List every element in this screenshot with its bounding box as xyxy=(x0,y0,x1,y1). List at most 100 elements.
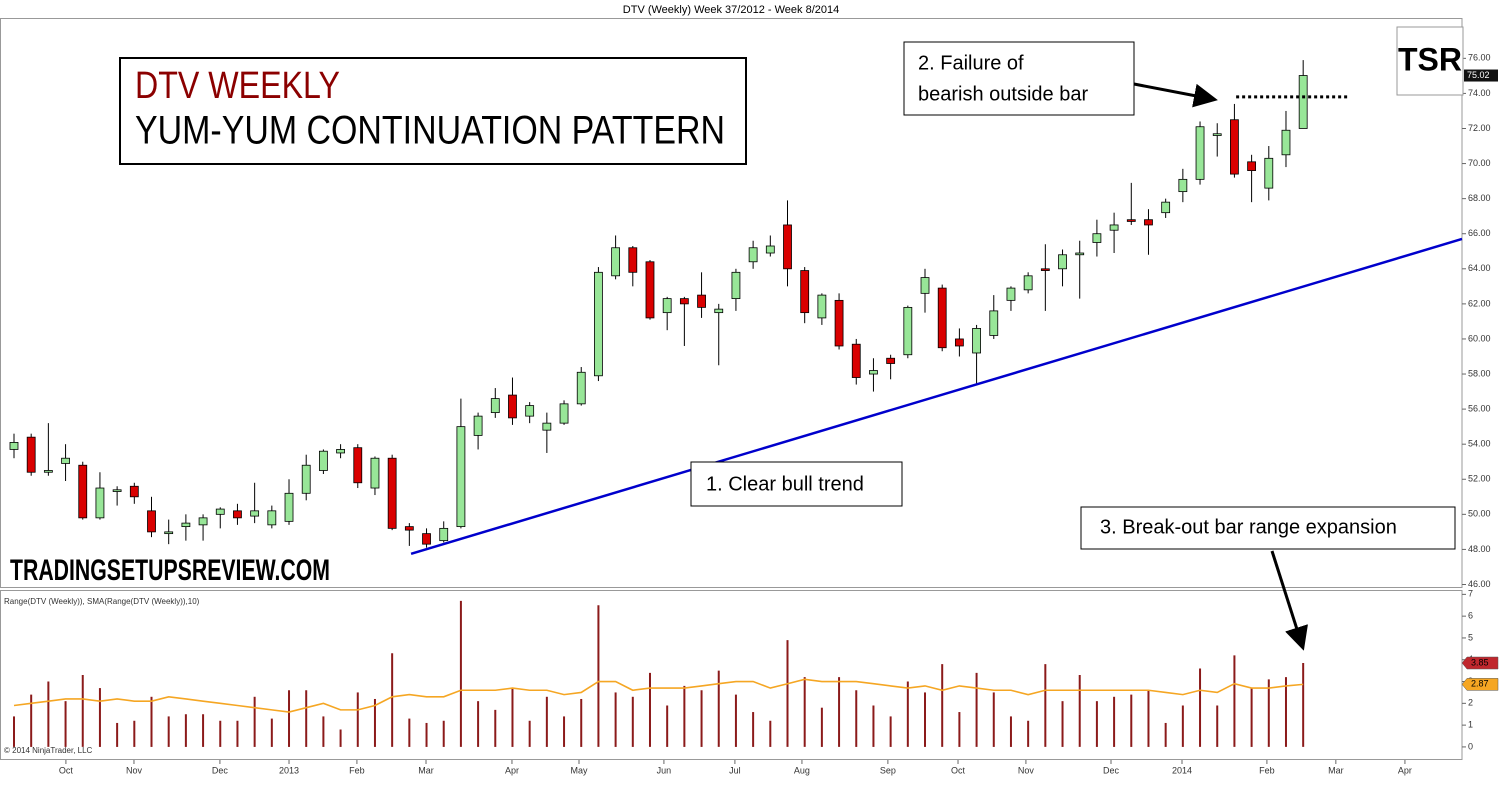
arrow xyxy=(1270,550,1308,651)
candle-body xyxy=(851,343,861,378)
candle-body xyxy=(972,328,981,354)
candle-body xyxy=(508,394,517,419)
candle-body xyxy=(611,247,621,277)
candle-body xyxy=(559,403,569,424)
logo-box xyxy=(1396,26,1464,96)
last-price-tag xyxy=(1464,69,1498,82)
candle-body xyxy=(1247,161,1257,171)
candle-body xyxy=(1195,126,1205,180)
candle-body xyxy=(714,308,724,314)
candle-body xyxy=(9,442,19,450)
y-tick-label: 70.00 xyxy=(1468,158,1491,168)
candle-body xyxy=(61,457,70,464)
y-tick-label: 56.00 xyxy=(1468,403,1491,413)
x-tick-label: Oct xyxy=(59,765,74,775)
y-tick-label: 74.00 xyxy=(1468,88,1491,98)
last-price: 75.02 xyxy=(1467,70,1490,80)
candle-body xyxy=(284,492,294,522)
candle-body xyxy=(1023,275,1033,291)
candle-body xyxy=(1212,133,1222,136)
candle-body xyxy=(404,526,414,531)
candle-body xyxy=(198,517,208,526)
candle-body xyxy=(697,294,706,308)
y-tick-label: 58.00 xyxy=(1468,368,1491,378)
x-tick-label: Oct xyxy=(951,765,966,775)
candle-body xyxy=(1092,233,1102,243)
candle-body xyxy=(1161,201,1171,214)
annotation-box xyxy=(1080,506,1456,550)
candle-body xyxy=(1006,287,1016,301)
watermark: TRADINGSETUPSREVIEW.COM xyxy=(10,554,330,587)
candle-body xyxy=(662,298,672,314)
candle-body xyxy=(1178,178,1188,193)
y-tick-label: 2 xyxy=(1468,698,1473,708)
candle-body xyxy=(43,470,53,473)
candle-body xyxy=(645,261,655,319)
candle-body xyxy=(95,487,105,519)
candle-body xyxy=(318,450,328,471)
y-tick-label: 0 xyxy=(1468,741,1473,751)
last-value: 2.87 xyxy=(1471,679,1489,689)
x-tick-label: Apr xyxy=(1398,765,1412,775)
candle-body xyxy=(490,398,500,414)
candle-body xyxy=(1230,119,1239,175)
candle-body xyxy=(422,533,431,545)
x-tick-label: Feb xyxy=(1259,765,1275,775)
candle-body xyxy=(215,508,225,515)
annotation-box xyxy=(903,41,1135,116)
last-value-tag xyxy=(1461,678,1499,691)
candle-body xyxy=(1040,268,1050,271)
candle-body xyxy=(353,447,363,484)
annotation-box xyxy=(690,461,903,507)
x-tick-label: Apr xyxy=(505,765,519,775)
y-tick-label: 7 xyxy=(1468,589,1473,599)
candle-body xyxy=(1264,157,1274,189)
annotation: bearish outside bar xyxy=(918,83,1088,105)
x-tick-label: 2013 xyxy=(279,765,299,775)
main-plot xyxy=(9,60,1463,555)
copyright: © 2014 NinjaTrader, LLC xyxy=(4,746,93,755)
candle-body xyxy=(164,531,174,535)
candle-body xyxy=(748,247,758,263)
x-tick-label: Jun xyxy=(657,765,672,775)
y-tick-label: 48.00 xyxy=(1468,544,1491,554)
candle-body xyxy=(473,415,483,436)
candle-body xyxy=(594,271,603,377)
candle-body xyxy=(1058,254,1067,270)
candle-body xyxy=(886,357,896,364)
candle-body xyxy=(954,338,964,347)
candle-body xyxy=(250,510,260,517)
x-tick-label: Nov xyxy=(126,765,143,775)
candle-body xyxy=(336,449,345,454)
indicator-panel xyxy=(0,590,1463,760)
candle-body xyxy=(181,522,191,528)
chart-title: DTV (Weekly) Week 37/2012 - Week 8/2014 xyxy=(623,4,839,16)
candle-body xyxy=(1144,219,1153,226)
y-tick-label: 6 xyxy=(1468,611,1473,621)
candle-body xyxy=(301,464,311,494)
x-tick-label: Aug xyxy=(794,765,810,775)
candle-body xyxy=(731,271,741,300)
y-tick-label: 76.00 xyxy=(1468,53,1491,63)
y-tick-label: 54.00 xyxy=(1468,439,1491,449)
candle-body xyxy=(26,436,36,473)
last-value-tag xyxy=(1461,656,1499,670)
candle-body xyxy=(783,224,792,270)
y-tick-label: 64.00 xyxy=(1468,263,1491,273)
indicator-plot xyxy=(12,600,1305,747)
y-tick-label: 72.00 xyxy=(1468,123,1491,133)
candle-body xyxy=(456,426,466,528)
candle-body xyxy=(576,371,586,405)
annotation: 1. Clear bull trend xyxy=(706,473,864,495)
x-tick-label: Dec xyxy=(1103,765,1120,775)
candle-body xyxy=(628,247,638,273)
y-tick-label: 50.00 xyxy=(1468,509,1491,519)
x-tick-label: Feb xyxy=(349,765,365,775)
candle-body xyxy=(989,310,999,336)
candle-body xyxy=(1298,75,1308,129)
candle-body xyxy=(267,510,277,526)
annotation: 3. Break-out bar range expansion xyxy=(1100,516,1397,538)
candle-body xyxy=(78,464,88,519)
y-tick-label: 5 xyxy=(1468,632,1473,642)
arrow xyxy=(1133,82,1218,108)
